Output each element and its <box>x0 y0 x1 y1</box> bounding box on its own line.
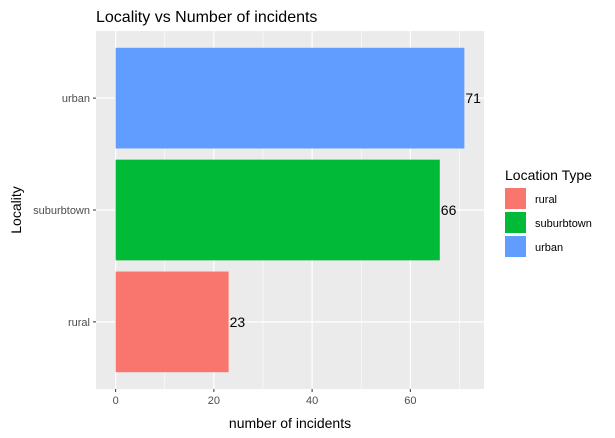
bars <box>115 47 465 373</box>
y-axis: rural suburbtown urban <box>33 93 96 329</box>
legend-key-suburbtown <box>505 212 526 233</box>
chart-title: Locality vs Number of incidents <box>96 9 317 26</box>
legend-label-rural: rural <box>535 194 557 206</box>
y-tick-label-rural: rural <box>68 317 90 329</box>
data-labels: 23 66 71 <box>230 90 482 330</box>
legend-title: Location Type <box>505 167 592 183</box>
legend-key-urban <box>505 236 526 257</box>
x-tick-label: 40 <box>306 395 318 407</box>
legend-key-rural <box>505 188 526 209</box>
data-label-rural: 23 <box>230 314 246 330</box>
bar-rural <box>115 271 229 373</box>
y-tick-label-urban: urban <box>62 93 90 105</box>
data-label-urban: 71 <box>465 90 481 106</box>
legend: Location Type rural suburbtown urban <box>505 167 592 257</box>
legend-label-urban: urban <box>535 242 563 254</box>
bar-suburbtown <box>115 159 440 261</box>
x-tick-label: 0 <box>113 395 119 407</box>
bar-urban <box>115 47 465 149</box>
x-axis: 0 20 40 60 <box>113 389 416 407</box>
x-axis-title: number of incidents <box>229 415 351 431</box>
x-tick-label: 60 <box>404 395 416 407</box>
y-tick-label-suburbtown: suburbtown <box>33 205 90 217</box>
y-axis-title: Locality <box>8 186 24 233</box>
x-tick-label: 20 <box>208 395 220 407</box>
legend-label-suburbtown: suburbtown <box>535 218 592 230</box>
data-label-suburbtown: 66 <box>441 202 457 218</box>
